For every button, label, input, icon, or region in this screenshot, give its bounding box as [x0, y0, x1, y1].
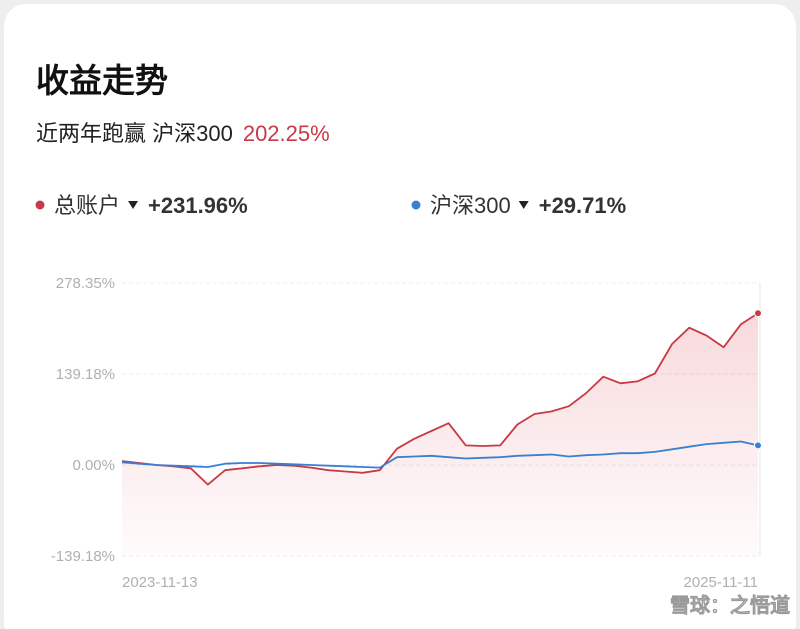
y-tick-label: 0.00% [72, 457, 115, 474]
legend-dot [411, 200, 421, 210]
line [121, 440, 759, 469]
plot: 278.35% 139.18% 0.00% -139.18% 2023-11-13 202… [51, 275, 762, 591]
subtitle-text: 近两年跑赢 沪深300 [36, 121, 233, 146]
watermark: 雪球：之悟道 [670, 593, 790, 617]
end-dot [754, 309, 762, 318]
legend-summary: +231.96% [148, 193, 248, 218]
legend-summary: +29.71% [539, 193, 626, 218]
legend-label: 总账户 [54, 193, 120, 218]
x-tick-label: 2023-11-13 [122, 574, 198, 591]
y-tick-label: 139.18% [56, 366, 115, 383]
y-tick-label: 278.35% [56, 275, 115, 292]
x-tick-label: 2025-11-11 [683, 574, 758, 591]
line [121, 312, 759, 486]
area [122, 313, 758, 556]
legend-dot [35, 200, 45, 210]
subtitle: 近两年跑赢 沪深300 202.25% [36, 121, 330, 146]
end-dot [754, 441, 762, 450]
legend-caret [128, 201, 139, 209]
legend-caret [518, 201, 529, 209]
legend-label: 沪深300 [430, 193, 511, 218]
title: 收益走势 [36, 62, 168, 99]
legend: 总账户 +231.96% 沪深300 +29.71% [35, 193, 626, 218]
y-tick-label: -139.18% [51, 548, 115, 565]
subtitle-value: 202.25% [243, 121, 330, 146]
